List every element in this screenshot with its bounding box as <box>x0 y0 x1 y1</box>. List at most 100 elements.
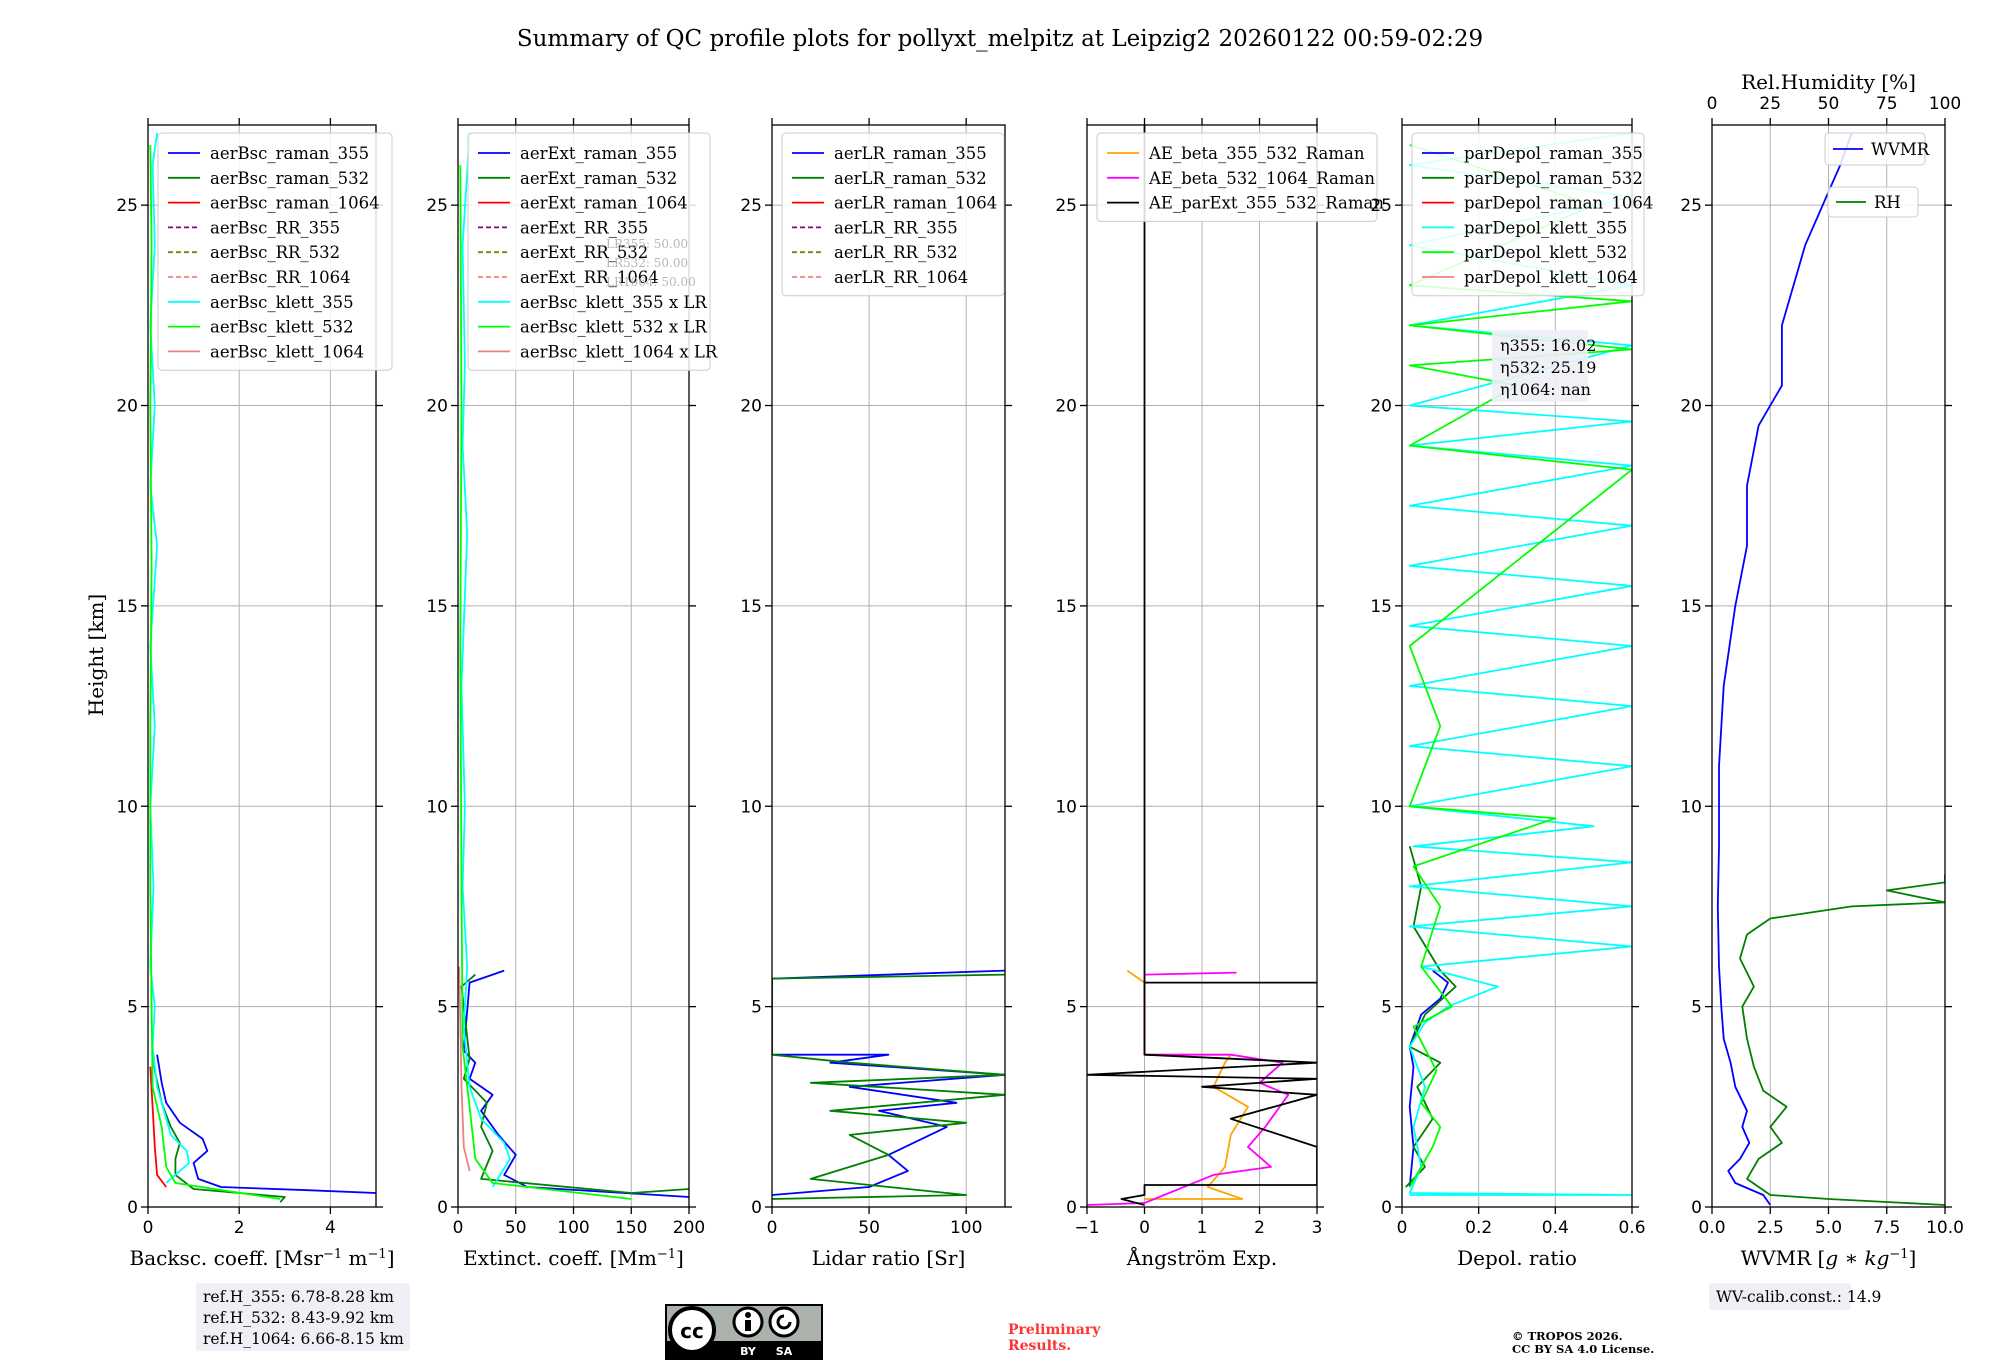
legend-box <box>1411 132 1645 297</box>
x-tick-label: 7.5 <box>1873 1218 1900 1238</box>
attribution-icon-head <box>745 1312 751 1318</box>
x-tick-label: 200 <box>673 1218 705 1238</box>
eta-value: η1064: nan <box>1500 380 1591 399</box>
legend-label-parDepol_klett_355: parDepol_klett_355 <box>1464 218 1627 237</box>
top-tick-label: 0 <box>1707 94 1718 114</box>
x-axis-label: Extinct. coeff. [Mm−1] <box>463 1246 684 1270</box>
y-tick-label: 25 <box>1055 196 1077 216</box>
cc-logo-icon <box>668 1306 716 1354</box>
series-line-aerBsc_klett_532 x LR <box>459 165 632 1200</box>
series-line-aerBsc_klett_355 x LR <box>460 132 511 1188</box>
x-tick-label: 2.5 <box>1757 1218 1784 1238</box>
y-tick-label: 0 <box>1691 1198 1702 1218</box>
attribution-icon-body <box>745 1320 751 1331</box>
y-tick-label: 5 <box>127 998 138 1018</box>
series-line-aerLR_raman_355 <box>772 969 1005 1196</box>
x-tick-label: 100 <box>950 1218 982 1238</box>
legend-label-aerLR_raman_532: aerLR_raman_532 <box>834 169 987 188</box>
legend-box <box>1824 132 1926 166</box>
cc-license-badge: cc BY SA <box>665 1304 823 1360</box>
x-axis-label: Backsc. coeff. [Msr−1 m−1] <box>130 1246 395 1270</box>
panel-5: 0 5 10 15 20 25 0 0.2 0.4 0.6 Depol. ratio parDepol… <box>1370 118 1653 1270</box>
series-line-aerBsc_raman_1064 <box>149 1066 167 1188</box>
y-tick-label: 15 <box>1370 597 1392 617</box>
axes-frame <box>147 124 377 1208</box>
y-tick-label: 15 <box>116 597 138 617</box>
axis-label-part: kg <box>1864 1246 1889 1270</box>
legend-label-aerBsc_raman_355: aerBsc_raman_355 <box>210 144 369 163</box>
legend-label-parDepol_raman_532: parDepol_raman_532 <box>1464 169 1643 188</box>
legend-label-aerBsc_raman_532: aerBsc_raman_532 <box>210 169 369 188</box>
legend-label-aerBsc_raman_1064: aerBsc_raman_1064 <box>210 194 380 213</box>
y-tick-label: 10 <box>740 797 762 817</box>
panel-6: 0 5 10 15 20 25 0.0 2.5 5.0 7.5 10.0 WVMR [g ∗ kg−1… <box>1680 70 1964 1270</box>
axis-label-part: −1 <box>323 1247 342 1262</box>
x-tick-label: 0.0 <box>1698 1218 1725 1238</box>
ref-heights-box: ref.H_355: 6.78-8.28 km ref.H_532: 8.43-… <box>196 1283 410 1351</box>
axis-label-part: ] <box>1909 1246 1917 1270</box>
x-tick-label: 2 <box>1254 1218 1265 1238</box>
series-line-AE_parExt_355_532_Raman <box>1087 125 1317 1206</box>
legend: aerLR_raman_355 aerLR_raman_532 aerLR_rama… <box>781 132 1005 297</box>
legend-label-parDepol_klett_1064: parDepol_klett_1064 <box>1464 268 1638 287</box>
legend-label-aerExt_raman_532: aerExt_raman_532 <box>520 169 677 188</box>
legend-label-aerBsc_RR_355: aerBsc_RR_355 <box>210 218 340 237</box>
legend-box <box>1827 186 1919 218</box>
cc-logo-letters: cc <box>680 1319 704 1343</box>
series-group <box>772 969 1005 1200</box>
top-axis-label: Rel.Humidity [%] <box>1741 70 1916 94</box>
y-tick-label: 0 <box>1381 1198 1392 1218</box>
legend-label-parDepol_raman_355: parDepol_raman_355 <box>1464 144 1643 163</box>
y-tick-label: 5 <box>1381 998 1392 1018</box>
series-line-aerBsc_klett_532 <box>149 144 281 1200</box>
series-line-WVMR <box>1716 132 1853 1206</box>
axis-label-part: g <box>1825 1246 1838 1270</box>
y-tick-label: 0 <box>1066 1198 1077 1218</box>
y-axis-label: Height [km] <box>84 594 108 716</box>
series-line-aerExt_raman_532 <box>460 973 689 1194</box>
y-tick-label: 0 <box>751 1198 762 1218</box>
legend-label-aerLR_RR_1064: aerLR_RR_1064 <box>834 268 968 287</box>
legend: WVMR RH <box>1824 132 1930 218</box>
series-group <box>149 132 376 1203</box>
legend-label-AE_beta_355_532_Raman: AE_beta_355_532_Raman <box>1148 144 1365 163</box>
legend-label-aerExt_raman_355: aerExt_raman_355 <box>520 144 677 163</box>
eta-annotations: η355: 16.02 η532: 25.19 η1064: nan <box>1492 330 1596 402</box>
legend-label-aerBsc_klett_532 x LR: aerBsc_klett_532 x LR <box>520 318 707 337</box>
series-line-RH <box>1739 874 1945 1206</box>
x-tick-label: 3 <box>1312 1218 1323 1238</box>
x-tick-label: 0.6 <box>1618 1218 1645 1238</box>
legend-label-aerBsc_klett_1064: aerBsc_klett_1064 <box>210 342 364 361</box>
legend-label-aerLR_RR_532: aerLR_RR_532 <box>834 243 958 262</box>
ref-height-355: ref.H_355: 6.78-8.28 km <box>203 1288 394 1306</box>
axis-label-part: WVMR [ <box>1741 1246 1826 1270</box>
legend: AE_beta_355_532_Raman AE_beta_532_1064_Ra… <box>1096 132 1384 222</box>
y-tick-label: 25 <box>426 196 448 216</box>
series-line-aerLR_raman_532 <box>772 973 1005 1200</box>
y-tick-label: 10 <box>116 797 138 817</box>
legend-label-aerLR_raman_355: aerLR_raman_355 <box>834 144 987 163</box>
y-tick-label: 25 <box>1370 196 1392 216</box>
ref-height-1064: ref.H_1064: 6.66-8.15 km <box>203 1330 404 1348</box>
chart-panels: 0 5 10 15 20 25 0 2 4 Backsc. coeff. [Msr−1 m−1] a… <box>116 70 1964 1270</box>
x-tick-label: −1 <box>1074 1218 1099 1238</box>
y-tick-label: 20 <box>426 397 448 417</box>
x-tick-label: 10.0 <box>1926 1218 1964 1238</box>
axis-label-part: −1 <box>1889 1247 1908 1262</box>
series-line-aerExt_raman_355 <box>462 969 689 1198</box>
axes-frame <box>1401 124 1633 1208</box>
y-tick-label: 10 <box>1680 797 1702 817</box>
x-tick-label: 50 <box>858 1218 880 1238</box>
y-tick-label: 0 <box>127 1198 138 1218</box>
eta-box <box>1492 330 1588 402</box>
legend-label-parDepol_raman_1064: parDepol_raman_1064 <box>1464 194 1653 213</box>
eta-value: η532: 25.19 <box>1500 358 1596 377</box>
y-tick-label: 25 <box>740 196 762 216</box>
share-alike-icon-arrow <box>776 1314 792 1330</box>
x-tick-label: 4 <box>325 1218 336 1238</box>
y-tick-label: 10 <box>426 797 448 817</box>
y-tick-label: 10 <box>1370 797 1392 817</box>
y-tick-label: 5 <box>1691 998 1702 1018</box>
legend-box <box>157 132 393 371</box>
